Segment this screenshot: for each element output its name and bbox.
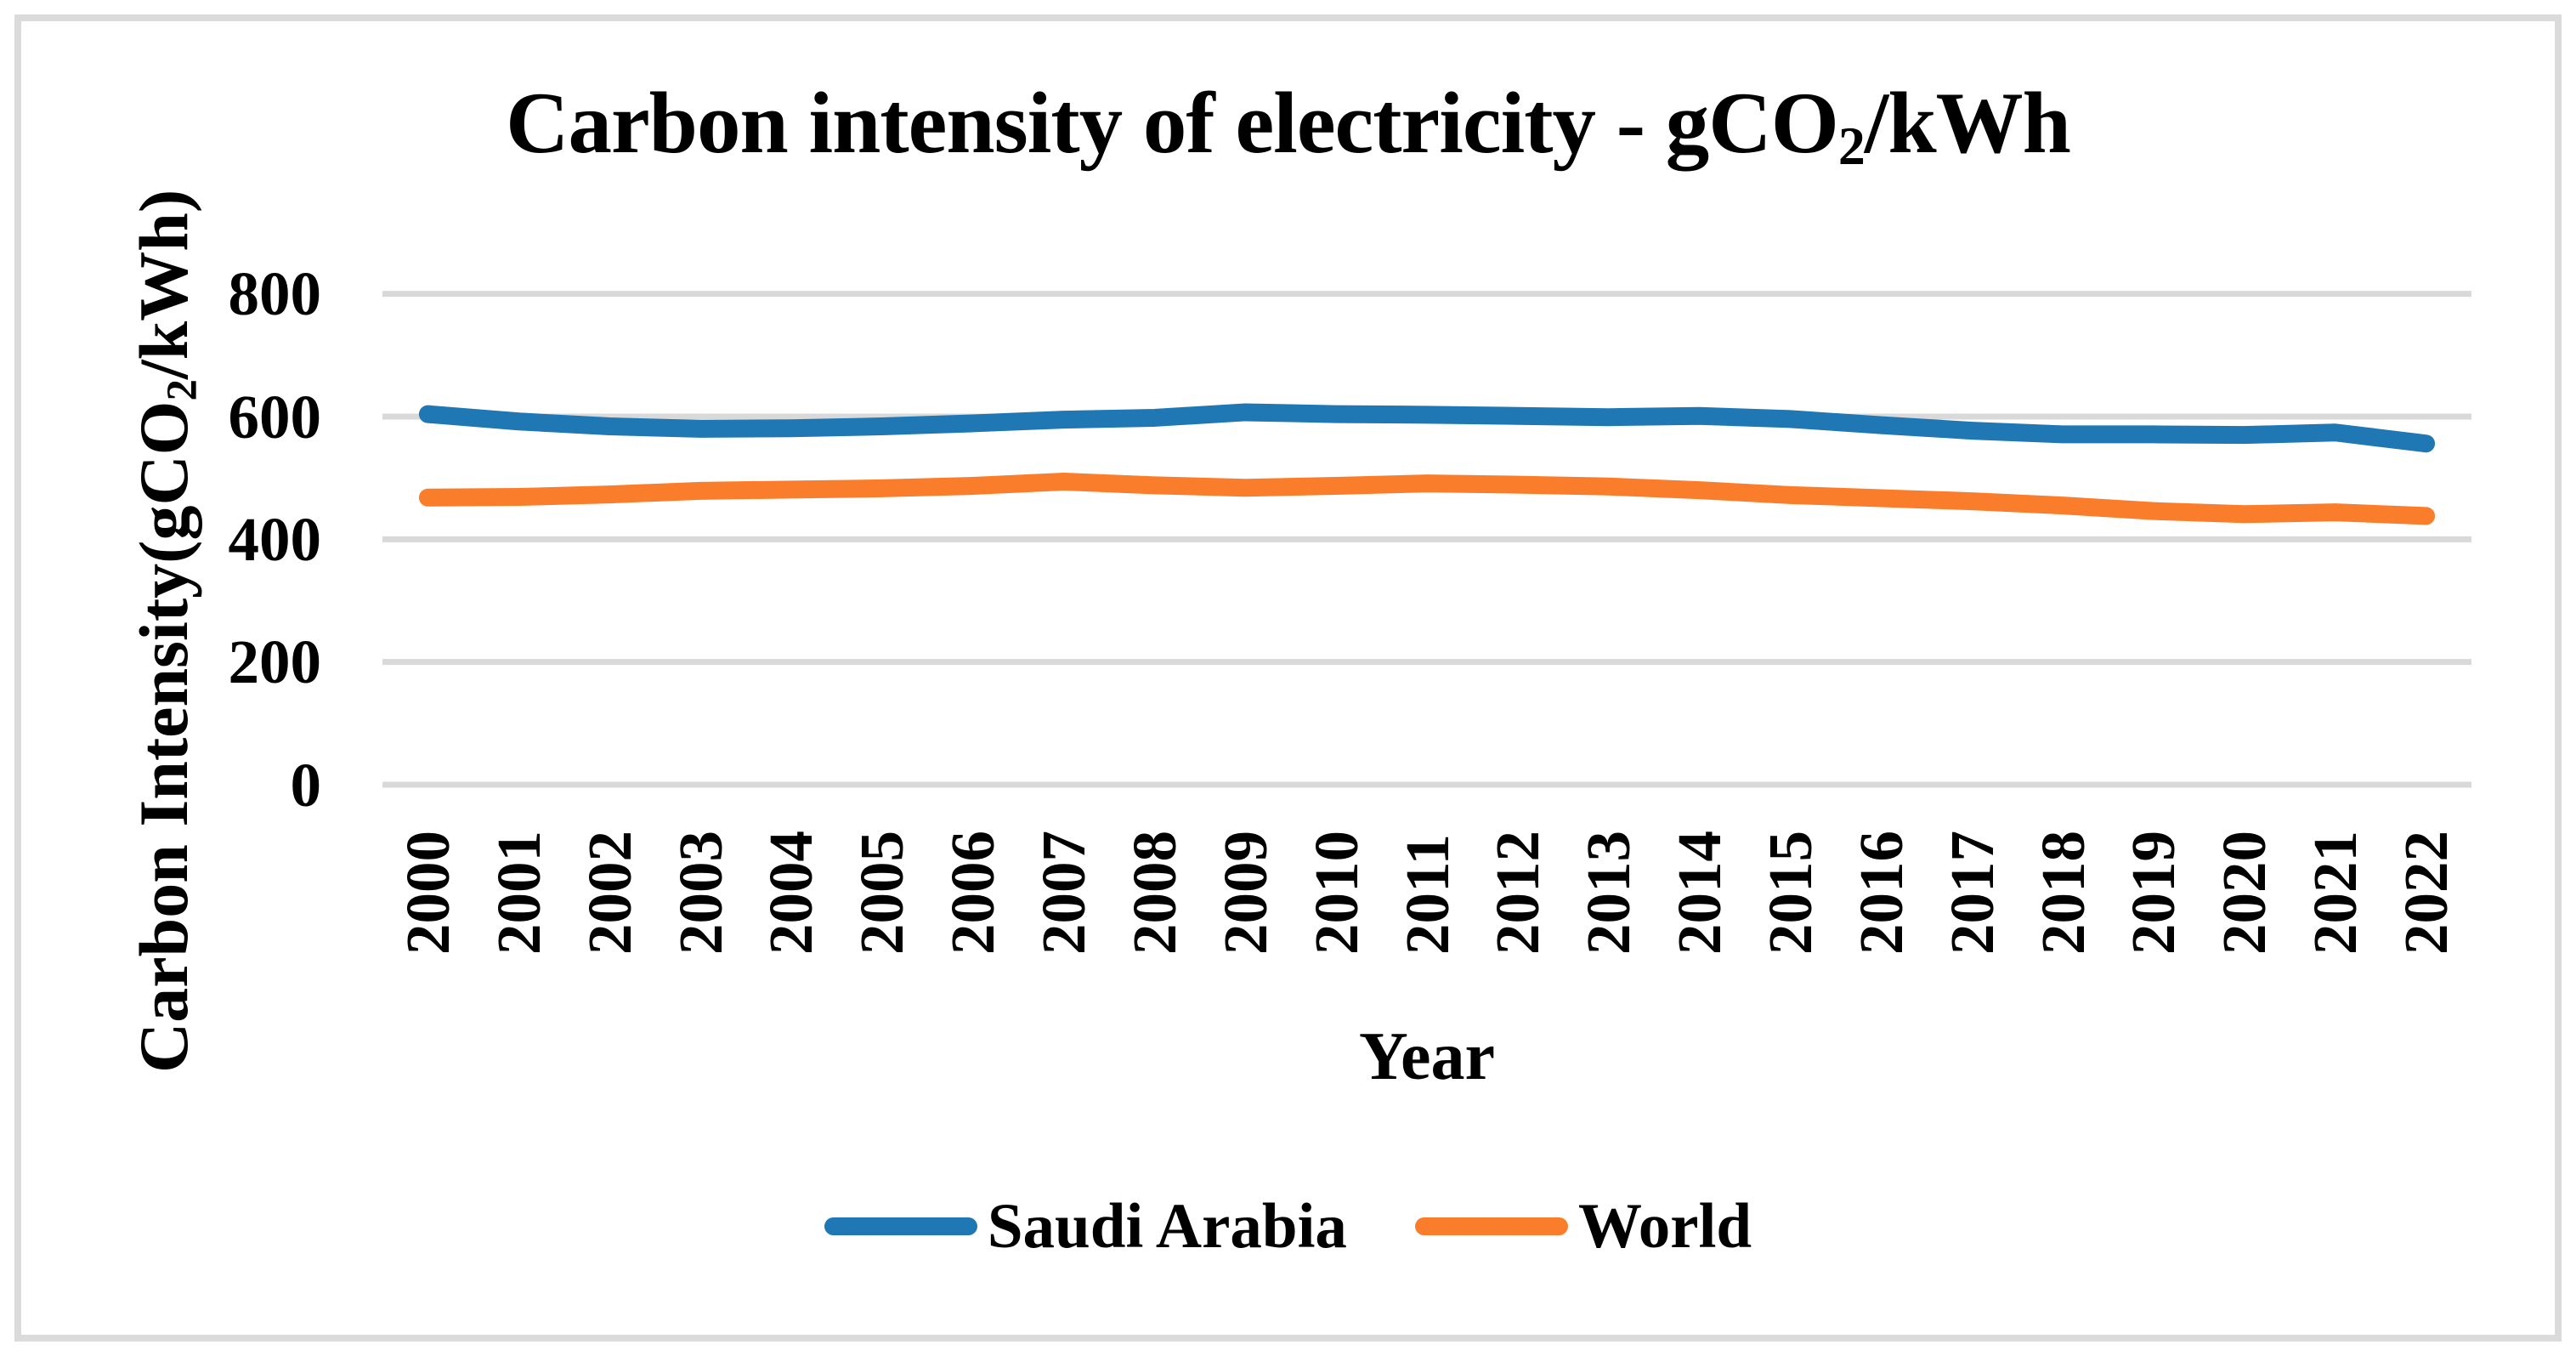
legend: Saudi Arabia World bbox=[0, 1192, 2576, 1260]
x-tick-label-2022: 2022 bbox=[2392, 831, 2461, 955]
x-tick-label-2017: 2017 bbox=[1937, 831, 2007, 955]
x-tick-label-2002: 2002 bbox=[575, 831, 644, 955]
x-tick-label-2015: 2015 bbox=[1755, 831, 1825, 955]
x-tick-label-2001: 2001 bbox=[484, 831, 553, 955]
legend-swatch-world bbox=[1414, 1217, 1568, 1235]
x-tick-label-2016: 2016 bbox=[1846, 831, 1916, 955]
x-tick-label-2014: 2014 bbox=[1665, 831, 1735, 955]
x-tick-label-2013: 2013 bbox=[1574, 831, 1644, 955]
x-tick-label-2006: 2006 bbox=[938, 831, 1008, 955]
y-tick-label-800: 800 bbox=[228, 259, 322, 329]
chart-title-text: Carbon intensity of electricity - gCO bbox=[506, 75, 1839, 172]
series-line-world bbox=[418, 472, 2436, 525]
x-tick-label-2007: 2007 bbox=[1029, 831, 1099, 955]
y-tick-label-200: 200 bbox=[228, 627, 322, 697]
chart-title-suffix: /kWh bbox=[1864, 75, 2071, 172]
x-tick-label-2019: 2019 bbox=[2119, 831, 2188, 955]
y-tick-label-600: 600 bbox=[228, 382, 322, 451]
x-tick-label-2008: 2008 bbox=[1119, 831, 1189, 955]
x-tick-label-2004: 2004 bbox=[756, 831, 826, 955]
chart-title: Carbon intensity of electricity - gCO2/k… bbox=[0, 73, 2576, 173]
legend-swatch-saudi-arabia bbox=[824, 1217, 977, 1235]
series-line-saudi-arabia bbox=[418, 403, 2436, 453]
chart-border bbox=[14, 14, 2562, 1342]
legend-label-saudi-arabia: Saudi Arabia bbox=[987, 1190, 1347, 1262]
x-tick-label-2020: 2020 bbox=[2210, 831, 2279, 955]
x-axis-title: Year bbox=[1359, 1019, 1495, 1094]
x-tick-label-2018: 2018 bbox=[2028, 831, 2098, 955]
y-tick-label-400: 400 bbox=[228, 504, 322, 574]
legend-label-world: World bbox=[1577, 1190, 1752, 1262]
legend-item-saudi-arabia: Saudi Arabia bbox=[824, 1194, 1347, 1258]
x-tick-label-2011: 2011 bbox=[1392, 834, 1462, 955]
x-tick-label-2021: 2021 bbox=[2301, 831, 2370, 955]
legend-item-world: World bbox=[1414, 1190, 1752, 1262]
chart-title-subscript: 2 bbox=[1837, 116, 1865, 177]
x-tick-label-2010: 2010 bbox=[1301, 831, 1371, 955]
x-tick-label-2000: 2000 bbox=[393, 831, 462, 955]
y-tick-label-0: 0 bbox=[290, 750, 322, 820]
x-tick-label-2003: 2003 bbox=[665, 831, 735, 955]
x-tick-label-2012: 2012 bbox=[1483, 831, 1553, 955]
x-tick-label-2005: 2005 bbox=[847, 831, 917, 955]
x-tick-label-2009: 2009 bbox=[1210, 831, 1280, 955]
